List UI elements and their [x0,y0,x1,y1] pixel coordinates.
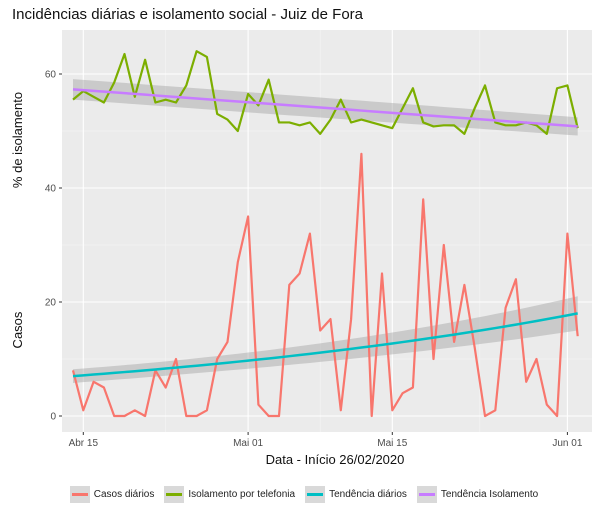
x-tick-label: Mai 15 [377,438,407,449]
x-tick-label: Jun 01 [552,438,582,449]
x-tick-label: Abr 15 [69,438,99,449]
legend-item: Isolamento por telefonia [164,486,295,503]
legend-label: Isolamento por telefonia [188,489,296,500]
legend-item: Casos diários [69,486,155,503]
y-tick-label: 40 [45,184,57,195]
cases-line [71,152,579,418]
cases-trend-ribbon [73,296,578,383]
y-axis-label-top: % de isolamento [10,92,25,188]
plot-panel [62,30,592,432]
legend-key [416,486,437,503]
isolamento-line [72,50,579,135]
legend-item: Tendência diários [305,486,407,503]
legend-key [69,486,90,503]
cases-trend-line [72,312,578,378]
legend-label: Tendência diários [329,489,407,500]
legend-label: Casos diários [93,489,155,500]
legend-item: Tendência Isolamento [416,486,539,503]
legend-label: Tendência Isolamento [440,489,539,500]
y-tick-label: 20 [45,298,57,309]
chart-title: Incidências diárias e isolamento social … [12,6,363,23]
isolamento-trend-line [72,88,578,128]
x-tick-label: Mai 01 [233,438,263,449]
y-tick-label: 60 [45,70,57,81]
y-tick-label: 0 [50,412,56,423]
legend-key [305,486,326,503]
legend: Casos diários Isolamento por telefonia Ten… [0,486,608,503]
y-axis-label-bottom: Casos [10,311,25,348]
x-axis-label: Data - Início 26/02/2020 [266,452,405,467]
legend-key [164,486,185,503]
